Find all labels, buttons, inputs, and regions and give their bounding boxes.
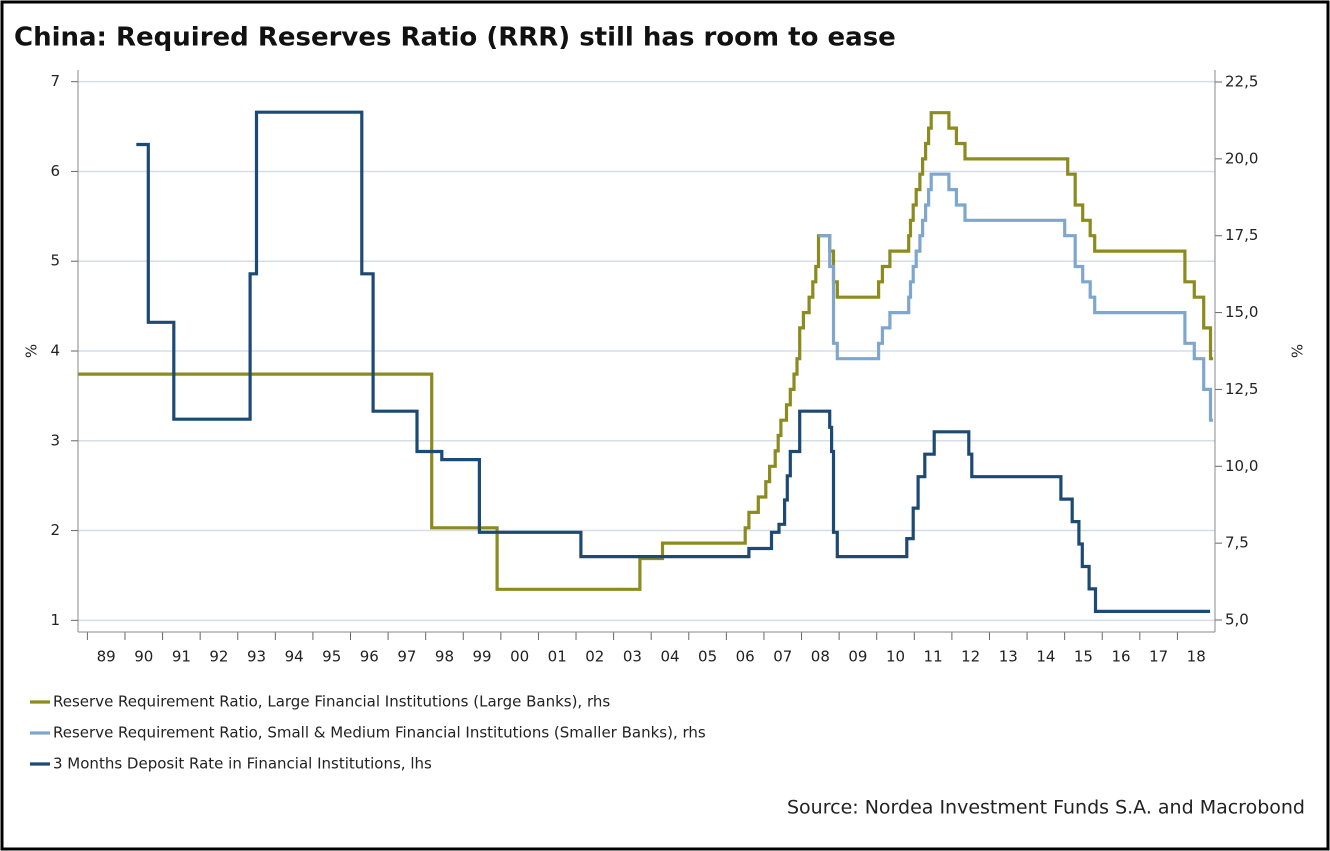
y2-tick-label: 10,0 (1225, 457, 1258, 475)
x-tick-label: 02 (585, 648, 604, 666)
legend-label: Reserve Requirement Ratio, Small & Mediu… (53, 724, 706, 742)
y-tick-label: 5 (50, 252, 60, 270)
series-line (78, 111, 1214, 591)
x-tick-label: 11 (924, 648, 943, 666)
x-tick-label: 16 (1111, 648, 1130, 666)
x-tick-label: 13 (999, 648, 1018, 666)
x-tick-label: 06 (736, 648, 755, 666)
y-tick-label: 3 (50, 431, 60, 449)
x-tick-label: 10 (886, 648, 905, 666)
series-line (818, 172, 1214, 422)
y2-tick-label: 12,5 (1225, 380, 1258, 398)
x-tick-label: 17 (1149, 648, 1168, 666)
x-tick-label: 93 (247, 648, 266, 666)
x-tick-label: 97 (397, 648, 416, 666)
x-tick-label: 03 (623, 648, 642, 666)
chart-title: China: Required Reserves Ratio (RRR) sti… (14, 23, 896, 53)
x-tick-label: 00 (510, 648, 529, 666)
x-tick-label: 05 (698, 648, 717, 666)
x-tick-label: 07 (773, 648, 792, 666)
x-tick-label: 98 (435, 648, 454, 666)
y-tick-label: 1 (50, 611, 60, 629)
legend-label: Reserve Requirement Ratio, Large Financi… (53, 693, 610, 711)
x-tick-label: 12 (961, 648, 980, 666)
series-line (136, 110, 1211, 613)
x-tick-label: 95 (322, 648, 341, 666)
y2-tick-label: 15,0 (1225, 303, 1258, 321)
x-tick-label: 99 (473, 648, 492, 666)
x-tick-label: 08 (811, 648, 830, 666)
y2-axis-label: % (1288, 344, 1306, 358)
x-tick-label: 01 (548, 648, 567, 666)
x-tick-label: 09 (848, 648, 867, 666)
x-tick-label: 14 (1036, 648, 1055, 666)
x-tick-label: 96 (360, 648, 379, 666)
y-tick-label: 2 (50, 521, 60, 539)
x-tick-label: 90 (134, 648, 153, 666)
x-tick-label: 92 (209, 648, 228, 666)
y-axis-label: % (23, 344, 41, 358)
x-tick-label: 91 (172, 648, 191, 666)
y2-tick-label: 17,5 (1225, 226, 1258, 244)
x-tick-label: 15 (1074, 648, 1093, 666)
x-tick-label: 04 (660, 648, 679, 666)
y2-tick-label: 5,0 (1225, 611, 1249, 629)
x-tick-label: 89 (97, 648, 116, 666)
y-tick-label: 6 (50, 162, 60, 180)
y-tick-label: 7 (50, 72, 60, 90)
source: Source: Nordea Investment Funds S.A. and… (787, 797, 1305, 819)
y2-tick-label: 20,0 (1225, 149, 1258, 167)
y2-tick-label: 7,5 (1225, 534, 1249, 552)
legend-label: 3 Months Deposit Rate in Financial Insti… (53, 755, 432, 773)
x-tick-label: 18 (1187, 648, 1206, 666)
y-tick-label: 4 (50, 342, 60, 360)
x-tick-label: 94 (285, 648, 304, 666)
y2-tick-label: 22,5 (1225, 72, 1258, 90)
